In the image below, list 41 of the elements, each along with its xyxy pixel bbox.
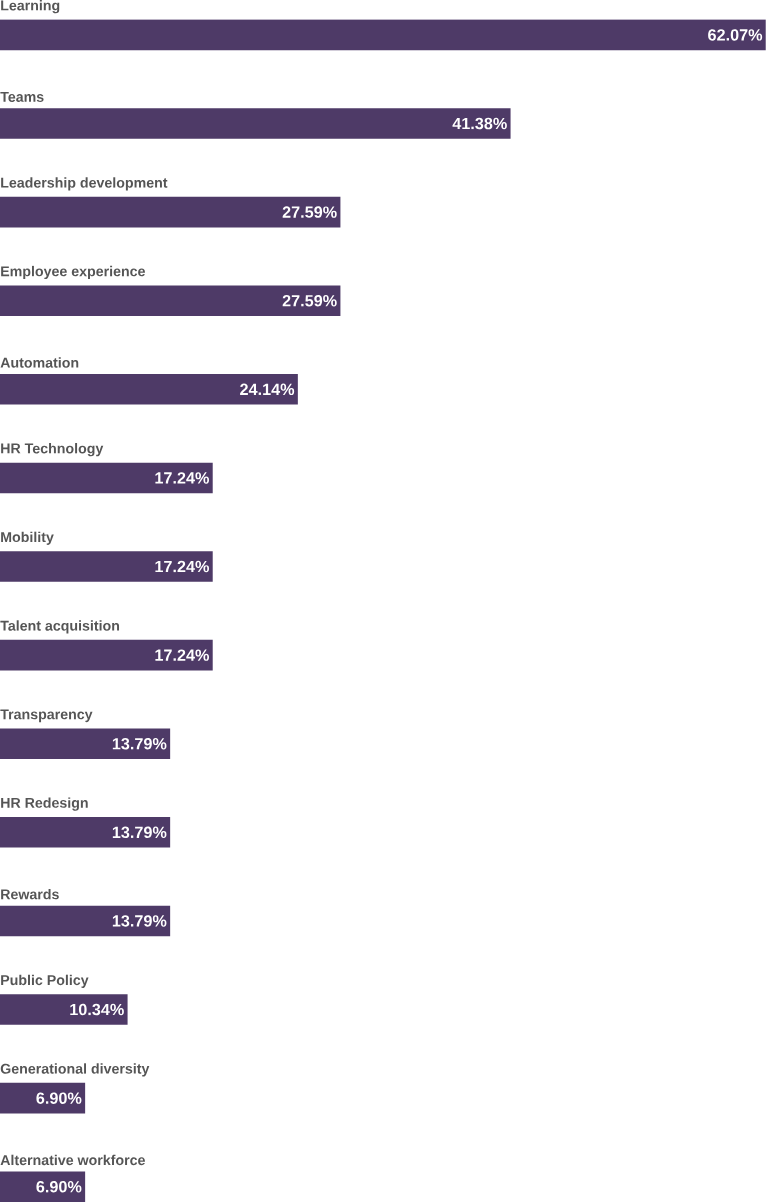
bar: [0, 817, 171, 848]
y-tick-label: Mobility: [1, 531, 54, 545]
y-tick-label: Learning: [1, 0, 60, 14]
data-label: 13.79%: [112, 915, 167, 927]
data-label: 27.59%: [282, 206, 337, 218]
bar: [0, 551, 213, 582]
y-tick-label: Automation: [0, 357, 79, 368]
y-tick-label: Rewards: [1, 888, 59, 900]
data-label: 17.24%: [155, 472, 210, 484]
data-label: 24.14%: [240, 383, 295, 396]
y-tick-label: HR Technology: [1, 443, 104, 457]
data-label: 17.24%: [155, 649, 210, 661]
y-tick-label: HR Redesign: [1, 797, 88, 811]
data-label: 41.38%: [452, 117, 507, 130]
y-tick-label: Employee experience: [1, 265, 146, 280]
bar: [0, 1171, 86, 1202]
bar: [0, 285, 341, 316]
data-label: 6.90%: [36, 1180, 82, 1193]
bar: [0, 374, 298, 405]
data-label: 17.24%: [155, 560, 210, 573]
y-tick-label: Talent acquisition: [0, 620, 120, 634]
y-tick-label: Generational diversity: [0, 1063, 150, 1077]
bar: [0, 728, 171, 759]
bar: [0, 639, 213, 671]
bar: [0, 108, 511, 139]
y-tick-label: Transparency: [0, 709, 93, 723]
data-label: 13.79%: [112, 826, 167, 839]
bar: [0, 19, 766, 51]
bar: [0, 462, 213, 494]
bar: [0, 196, 341, 228]
bar: [0, 994, 128, 1025]
y-tick-label: Public Policy: [1, 974, 89, 988]
bar: [0, 905, 171, 937]
data-label: 6.90%: [36, 1092, 82, 1104]
data-label: 62.07%: [708, 29, 763, 41]
y-tick-label: Alternative workforce: [0, 1154, 146, 1166]
data-label: 27.59%: [282, 294, 337, 307]
data-label: 13.79%: [112, 737, 167, 750]
y-tick-label: Leadership development: [1, 177, 168, 191]
y-tick-label: Teams: [0, 92, 44, 102]
data-label: 10.34%: [70, 1003, 124, 1016]
